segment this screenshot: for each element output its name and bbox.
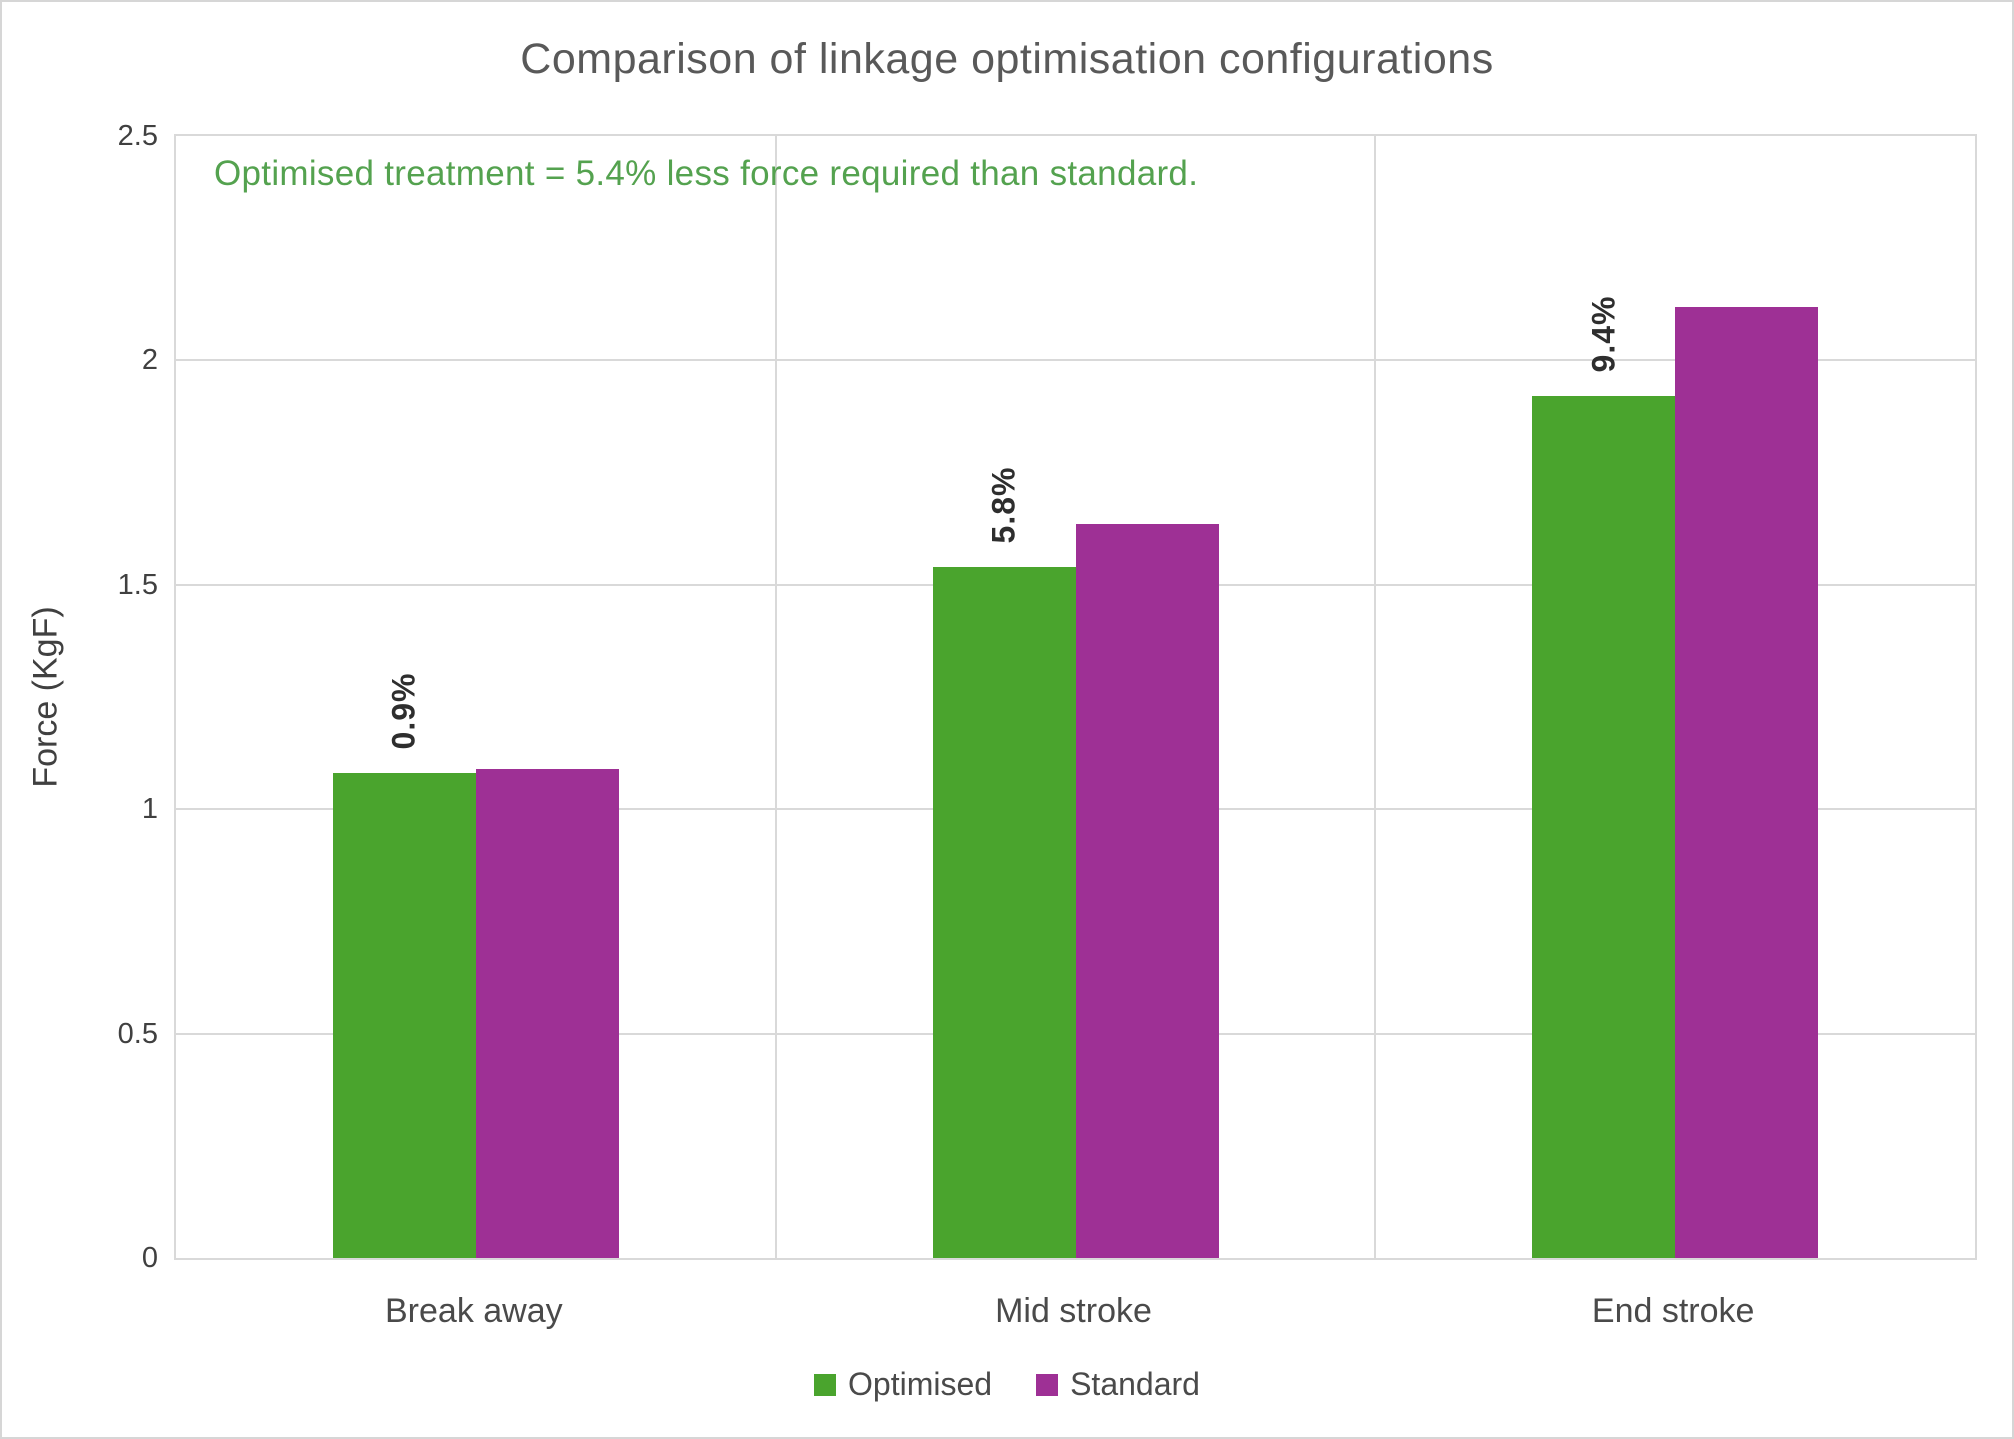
- chart-title: Comparison of linkage optimisation confi…: [520, 35, 1494, 83]
- bar-percent-label: 0.9%: [385, 672, 422, 750]
- legend-label: Optimised: [848, 1366, 993, 1402]
- y-tick-label: 1.5: [117, 568, 158, 601]
- bar-percent-label: 5.8%: [985, 466, 1022, 544]
- legend-label: Standard: [1070, 1366, 1200, 1402]
- y-tick-label: 2: [141, 344, 158, 377]
- legend-item-standard: Standard: [1036, 1366, 1200, 1403]
- legend-item-optimised: Optimised: [814, 1366, 992, 1403]
- plot-area: 0.9% 5.8% 9.4% Optimised treatment = 5.4% …: [174, 134, 1977, 1260]
- bar-standard-end-stroke: [1675, 306, 1819, 1258]
- x-category-label: Mid stroke: [995, 1292, 1152, 1330]
- y-tick-label: 2.5: [117, 120, 158, 152]
- y-tick-label: 0: [141, 1242, 158, 1274]
- bar-optimised-mid-stroke: [932, 566, 1076, 1258]
- annotation-text: Optimised treatment = 5.4% less force re…: [214, 154, 1199, 193]
- y-axis-title-text: Force (KgF): [26, 606, 65, 788]
- x-category-label: End stroke: [1591, 1292, 1755, 1330]
- bar-optimised-end-stroke: [1532, 396, 1676, 1258]
- y-tick-label: 1: [141, 793, 158, 826]
- legend-swatch-icon: [814, 1373, 837, 1396]
- legend: Optimised Standard: [2, 1366, 2012, 1403]
- y-tick-label: 0.5: [117, 1017, 158, 1050]
- bar-percent-label: 9.4%: [1585, 295, 1622, 373]
- gridline-vertical: [1374, 136, 1377, 1258]
- gridline-horizontal: [176, 359, 1975, 362]
- bar-standard-break-away: [475, 768, 619, 1258]
- x-category-label: Break away: [385, 1292, 563, 1330]
- legend-swatch-icon: [1036, 1373, 1059, 1396]
- bar-standard-mid-stroke: [1075, 524, 1219, 1258]
- bar-optimised-break-away: [332, 773, 476, 1258]
- gridline-vertical: [774, 136, 777, 1258]
